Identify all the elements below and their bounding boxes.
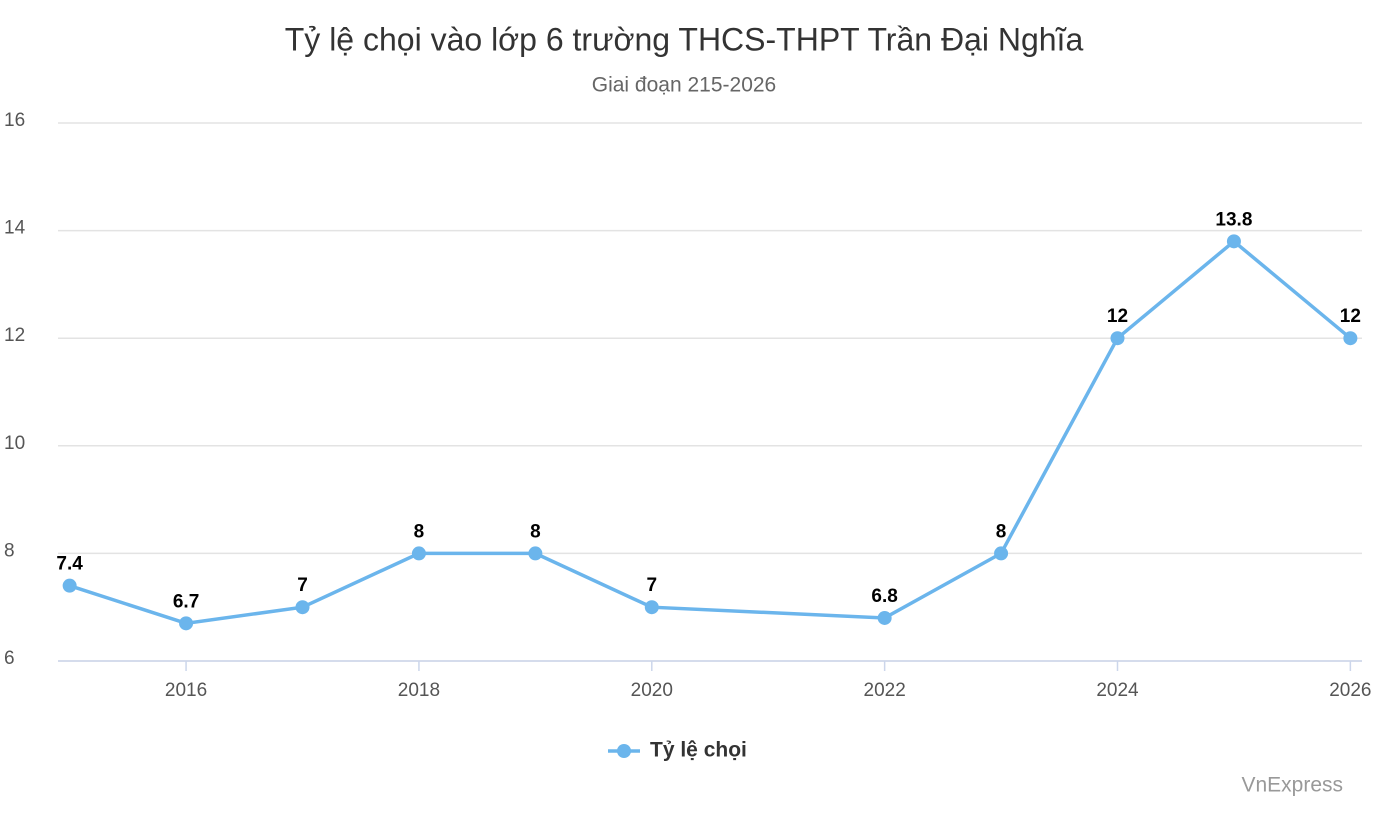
line [69, 239, 1352, 626]
point [528, 546, 543, 561]
data-label: 6.8 [871, 586, 897, 607]
point [1226, 234, 1241, 249]
data-label: 13.8 [1215, 209, 1252, 230]
y-tick-label: 16 [4, 110, 25, 131]
x-tick-label: 2018 [398, 680, 440, 701]
x-tick-label: 2016 [165, 680, 207, 701]
y-tick-label: 14 [4, 218, 26, 239]
data-label: 8 [996, 521, 1007, 542]
point [644, 600, 659, 615]
y-tick-label: 6 [4, 648, 15, 669]
point [1110, 331, 1125, 346]
point [877, 610, 892, 625]
data-label: 7.4 [56, 554, 83, 575]
point [994, 546, 1009, 561]
y-tick-label: 10 [4, 433, 25, 454]
point [411, 546, 426, 561]
x-tick-label: 2026 [1329, 680, 1371, 701]
y-tick-label: 8 [4, 540, 15, 561]
source: VnExpress [1241, 774, 1343, 797]
point [1343, 331, 1358, 346]
data-label: 8 [414, 521, 425, 542]
x-tick-label: 2020 [631, 680, 673, 701]
data-label: 12 [1340, 306, 1361, 327]
x-tick-label: 2024 [1096, 680, 1139, 701]
legend-label: Tỷ lệ chọi [650, 739, 747, 762]
data-label: 8 [530, 521, 541, 542]
point [179, 616, 194, 631]
point [62, 578, 77, 593]
point [295, 600, 310, 615]
chart-subtitle: Giai đoạn 215-2026 [592, 74, 776, 97]
x-tick-label: 2022 [864, 680, 906, 701]
data-label: 7 [646, 575, 657, 596]
legend-marker [617, 744, 631, 758]
data-label: 12 [1107, 306, 1128, 327]
data-label: 6.7 [173, 591, 199, 612]
data-label: 7 [297, 575, 308, 596]
y-tick-label: 12 [4, 325, 25, 346]
chart-title: Tỷ lệ chọi vào lớp 6 trường THCS-THPT Tr… [285, 21, 1084, 57]
